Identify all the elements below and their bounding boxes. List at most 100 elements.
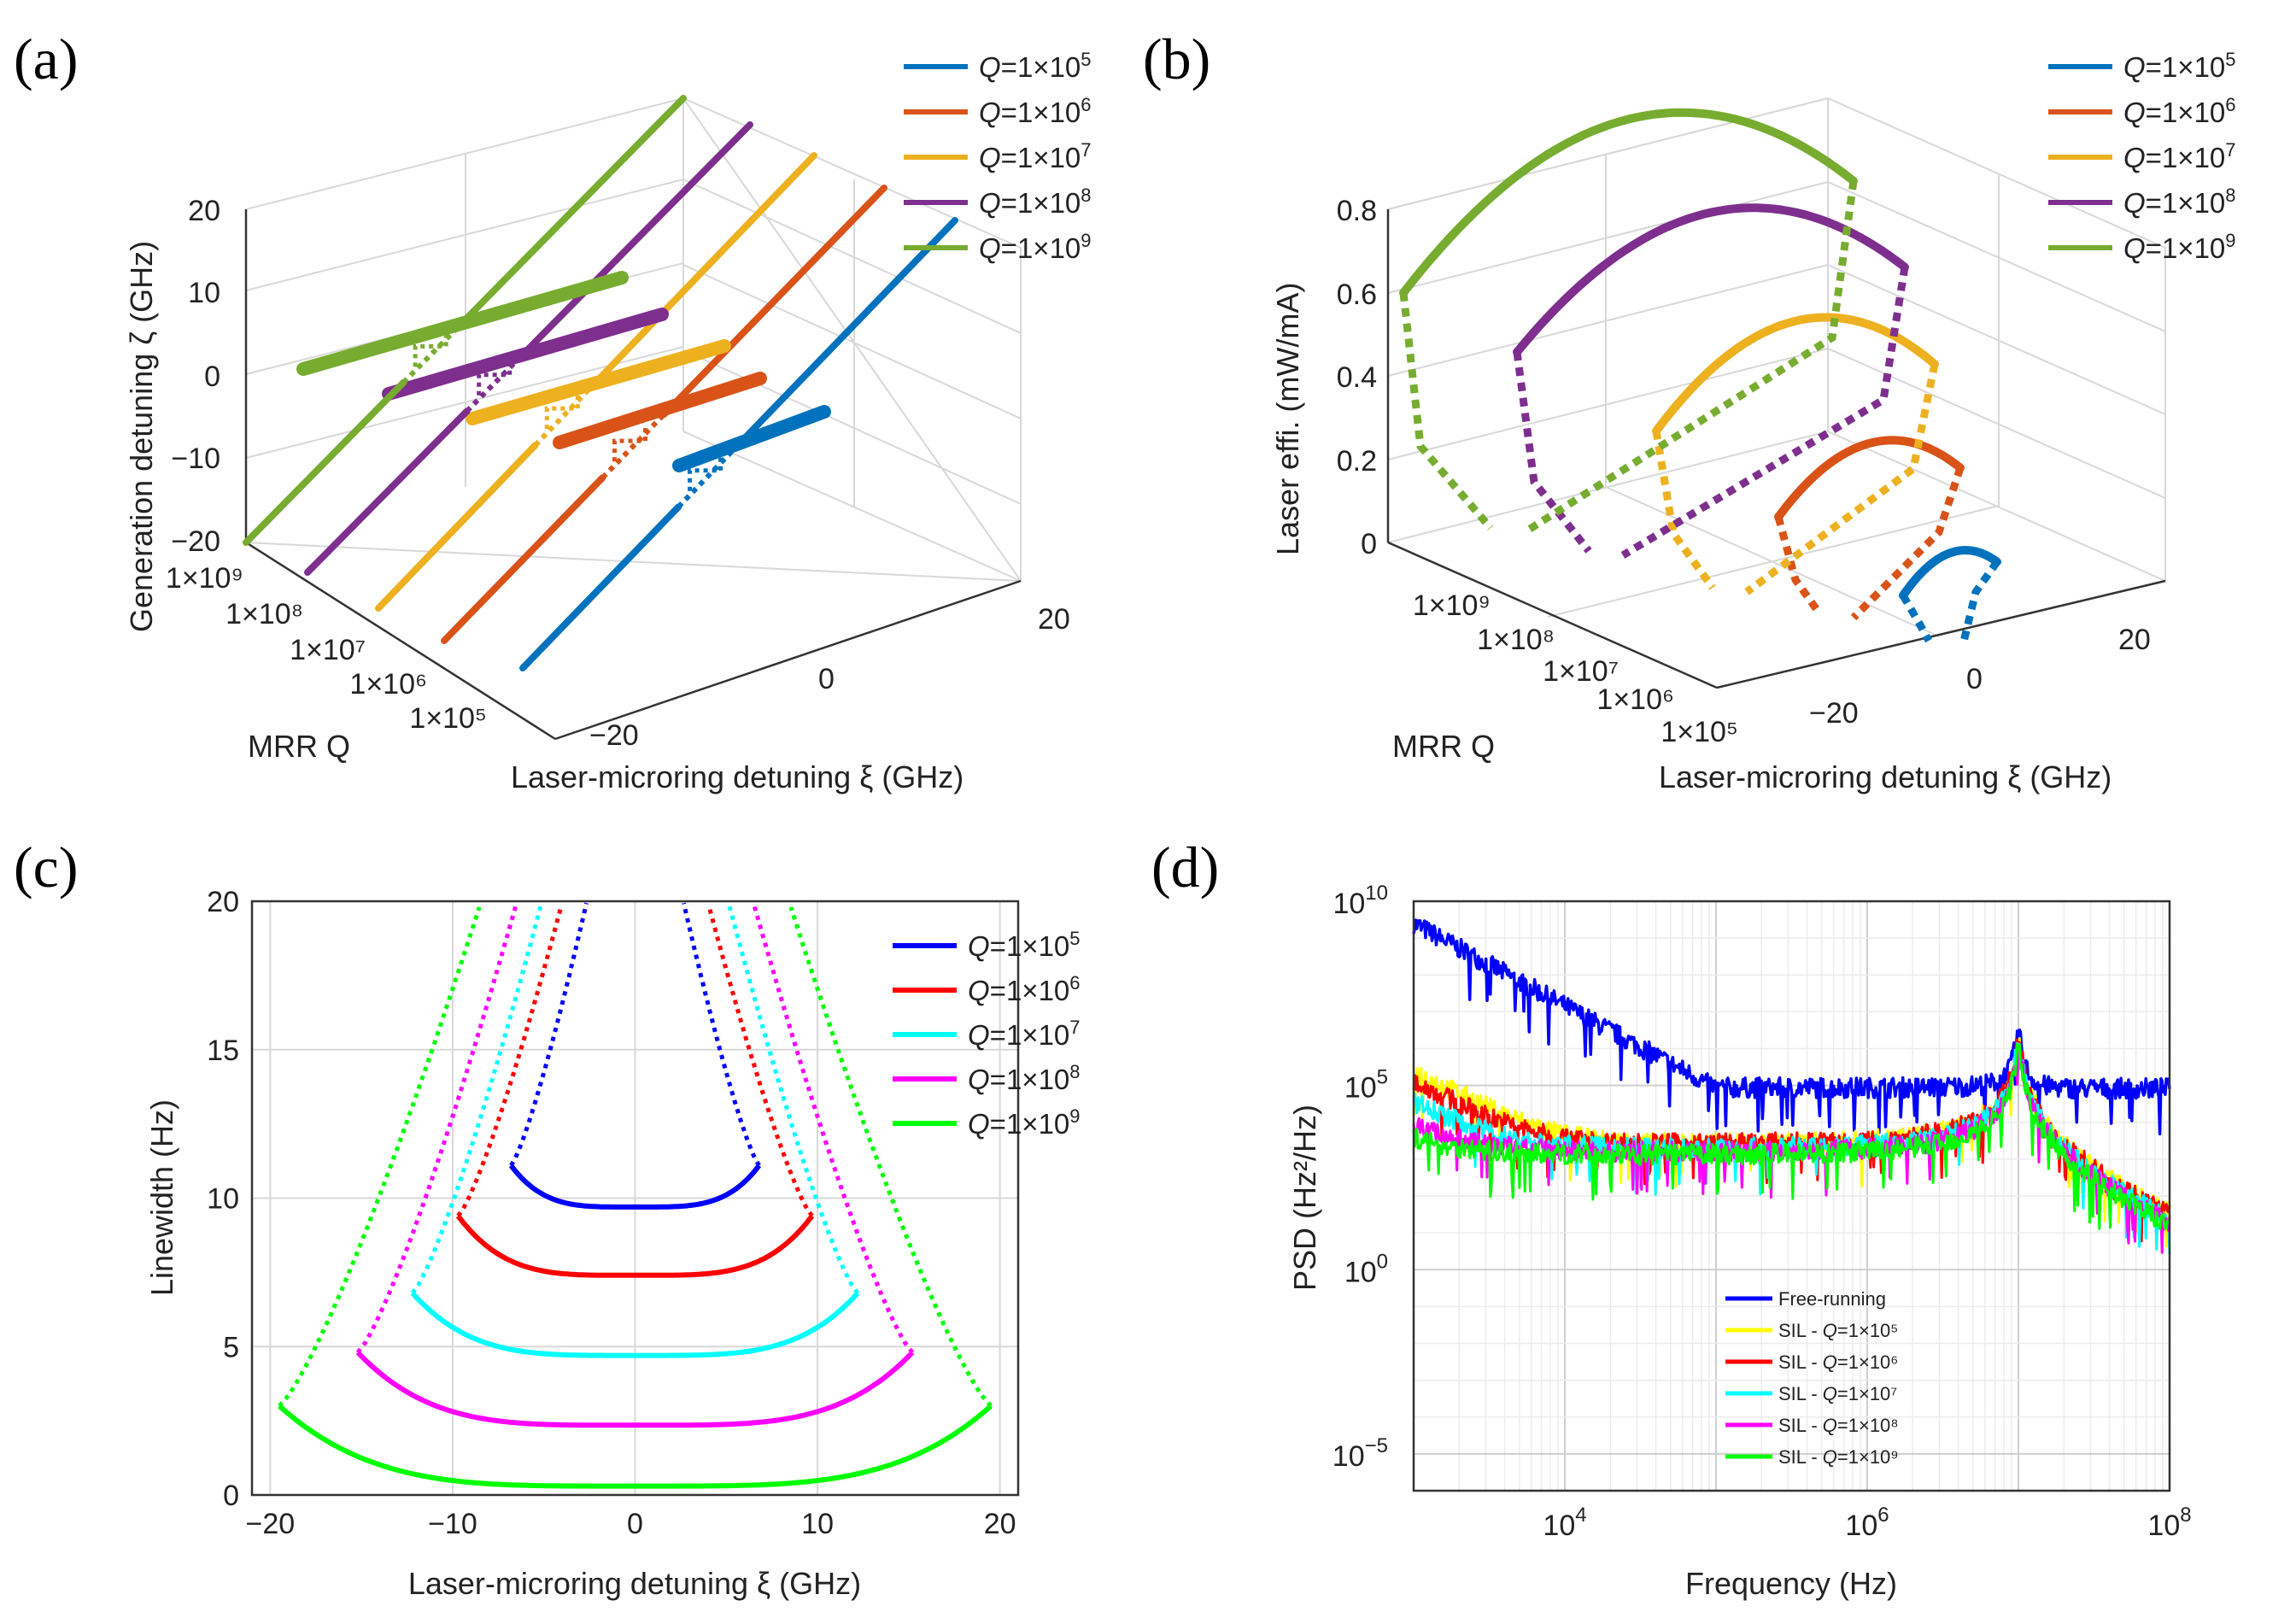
a-xtick-1: 20	[1038, 603, 1070, 636]
panel-a-q-ticks: 1×10⁹ 1×10⁸ 1×10⁷ 1×10⁶ 1×10⁵	[166, 562, 487, 735]
c-curve-dotted-right-q6	[706, 906, 814, 1217]
b-xtick-2: 0	[1966, 663, 1983, 695]
b-legend-text-q7: Q=1×107	[2123, 139, 2236, 173]
a-transition-q8	[477, 357, 512, 396]
b-legend-text-q6: Q=1×106	[2123, 94, 2236, 128]
b-xtick-1: −20	[1809, 697, 1859, 730]
c-ytick-2: 5	[223, 1331, 239, 1363]
c-xtick-5: 20	[984, 1508, 1016, 1540]
b-qtick-3: 1×10⁷	[1543, 655, 1619, 688]
b-unstable-left-q9	[1399, 292, 1494, 531]
panel-b-legend: Q=1×105 Q=1×106 Q=1×107 Q=1×108 Q=1×109	[2048, 49, 2236, 264]
a-diag-solid-low-q6	[441, 474, 606, 644]
a-ztick-4: −10	[171, 443, 220, 475]
c-curve-dotted-right-q5	[682, 902, 761, 1167]
d-xtick-6: 106	[1845, 1504, 1889, 1542]
panel-d-curves	[1412, 918, 2171, 1255]
d-ytick-0: 100	[1344, 1250, 1388, 1288]
b-unstable-left-q8	[1513, 351, 1592, 554]
b-unstable-left-q6	[1774, 515, 1823, 616]
a-legend-text-q9: Q=1×109	[979, 230, 1092, 264]
c-legend-text-q7: Q=1×107	[968, 1017, 1081, 1051]
a-qtick-1: 1×10⁹	[166, 562, 243, 595]
c-curve-solid-q6	[455, 1214, 815, 1278]
panel-d-plot-frame	[1412, 900, 2171, 1492]
panel-c-x-label: Laser-microring detuning ξ (GHz)	[408, 1566, 861, 1601]
c-curve-dotted-left-q8	[355, 904, 518, 1354]
a-transition-q7	[544, 391, 580, 430]
c-xtick-4: 10	[801, 1508, 834, 1540]
c-curve-dotted-right-q8	[752, 904, 915, 1354]
b-ztick-4: 0.2	[1337, 445, 1377, 478]
a-xtick-2: 0	[818, 663, 835, 695]
panel-b-q-label: MRR Q	[1392, 729, 1495, 764]
panel-a-curves	[243, 95, 958, 671]
d-ytick-10: 1010	[1332, 882, 1388, 920]
panel-d-x-label: Frequency (Hz)	[1685, 1566, 1897, 1601]
panel-b-x-ticks: −20 0 20	[1809, 624, 2151, 730]
c-curve-solid-q8	[355, 1351, 915, 1428]
c-curve-solid-q7	[410, 1291, 860, 1358]
b-qtick-4: 1×10⁶	[1596, 683, 1674, 716]
panel-d-ticks: 104 106 108 1010 105 100 10−5	[1332, 882, 2192, 1542]
a-ztick-5: −20	[171, 525, 220, 558]
panel-c-ticks: −20 −10 0 10 20 0 5 10 15 20	[207, 886, 1016, 1540]
panel-d-y-label: PSD (Hz²/Hz)	[1287, 1105, 1322, 1291]
a-ztick-3: 0	[204, 361, 220, 393]
a-diag-solid-low-q7	[375, 442, 539, 612]
b-unstable-left-q7	[1652, 430, 1716, 590]
c-curve-solid-q5	[508, 1164, 762, 1210]
d-legend-text-d_q9: SIL - Q=1×10⁹	[1778, 1446, 1899, 1468]
panel-a-q-label: MRR Q	[248, 729, 350, 764]
b-unstable-right-q5	[1959, 560, 2000, 647]
panel-c-plot-frame	[250, 900, 1020, 1497]
panel-b-z-ticks: 0.8 0.6 0.4 0.2 0	[1337, 195, 1377, 560]
a-diag-solid-high-q7	[593, 152, 817, 385]
b-unstable-left-q5	[1900, 593, 1932, 643]
b-ztick-5: 0	[1361, 528, 1377, 560]
b-xtick-3: 20	[2118, 624, 2151, 656]
panel-c-legend: Q=1×105 Q=1×106 Q=1×107 Q=1×108 Q=1×109	[893, 928, 1081, 1140]
b-unstable-right-q6	[1850, 466, 1965, 621]
a-lock-segment-q7	[466, 339, 731, 425]
c-curve-dotted-left-q6	[456, 906, 564, 1217]
a-diag-solid-low-q8	[304, 407, 471, 576]
d-legend-text-d_q8: SIL - Q=1×10⁸	[1778, 1415, 1899, 1436]
panel-a: (a) 20 10 0 −10 −20 1×	[14, 26, 1092, 794]
b-unstable-right-q9	[1522, 180, 1858, 536]
c-legend-text-q5: Q=1×105	[968, 928, 1081, 962]
c-curve-dotted-left-q5	[509, 902, 589, 1167]
a-legend-text-q7: Q=1×107	[979, 139, 1092, 173]
b-unstable-right-q7	[1744, 363, 1939, 595]
panel-a-x-label: Laser-microring detuning ξ (GHz)	[511, 759, 964, 794]
b-qtick-5: 1×10⁵	[1660, 716, 1738, 748]
d-ytick-m5: 10−5	[1332, 1434, 1388, 1473]
panel-b-z-label: Laser effi. (mW/mA)	[1270, 283, 1305, 555]
a-transition-q6	[612, 424, 647, 462]
d-xtick-8: 108	[2147, 1504, 2191, 1542]
a-transition-q5	[688, 453, 723, 491]
d-psd-curve-d_free	[1412, 918, 2171, 1136]
b-legend-text-q9: Q=1×109	[2123, 230, 2236, 264]
c-ytick-1: 0	[223, 1480, 239, 1512]
b-stable-branch-q9	[1399, 108, 1858, 297]
panel-d: (d) 104 106 108 1010 105 100 10−5 PSD (H…	[1151, 835, 2192, 1601]
panel-d-legend: Free-running SIL - Q=1×10⁵ SIL - Q=1×10⁶ SI…	[1725, 1288, 1899, 1468]
c-legend-text-q9: Q=1×109	[968, 1105, 1081, 1140]
d-legend-text-d_free: Free-running	[1778, 1288, 1886, 1310]
a-qtick-2: 1×10⁸	[226, 598, 303, 630]
panel-c-label: (c)	[14, 835, 78, 900]
c-xtick-1: −20	[246, 1508, 296, 1540]
b-ztick-3: 0.4	[1337, 361, 1377, 394]
c-xtick-2: −10	[428, 1508, 477, 1540]
panel-b-label: (b)	[1143, 26, 1210, 91]
a-diag-solid-low-q5	[519, 503, 682, 671]
d-ytick-5: 105	[1344, 1066, 1388, 1105]
a-diag-solid-high-q6	[660, 185, 887, 418]
panel-a-3d-box	[244, 97, 1022, 741]
c-legend-text-q8: Q=1×108	[968, 1061, 1081, 1095]
a-xtick-3: −20	[589, 719, 639, 752]
b-stable-branch-q7	[1652, 313, 1939, 436]
panel-a-legend: Q=1×105 Q=1×106 Q=1×107 Q=1×108 Q=1×109	[904, 49, 1092, 264]
b-legend-text-q5: Q=1×105	[2123, 49, 2236, 83]
